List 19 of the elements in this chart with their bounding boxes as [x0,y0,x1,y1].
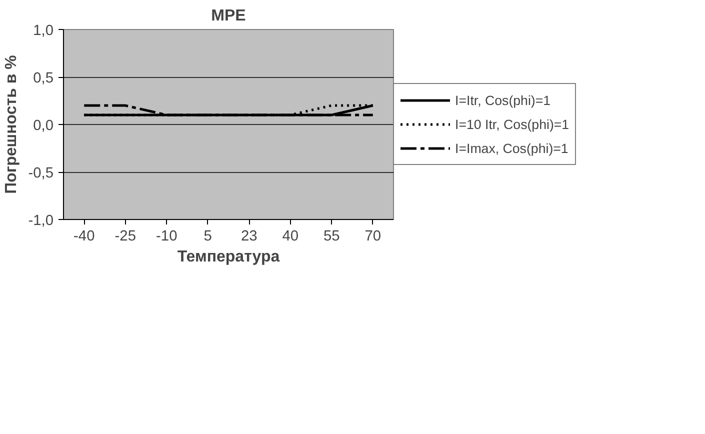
x-tick-label: 70 [364,228,382,244]
chart-title: MPE [211,8,246,24]
y-tick-label: -0,5 [28,166,54,182]
legend-label: I=Imax, Cos(phi)=1 [455,140,568,156]
x-tick-label: -25 [114,228,136,244]
legend-label: I=Itr, Cos(phi)=1 [455,92,551,108]
y-tick-label: 1,0 [33,23,54,39]
x-tick-label: -40 [74,228,95,244]
legend-label: I=10 Itr, Cos(phi)=1 [455,116,570,132]
x-tick-label: 5 [204,228,212,244]
y-tick-label: -1,0 [28,213,54,229]
x-tick-label: -10 [156,228,178,244]
y-tick-label: 0,5 [33,70,54,86]
x-tick-label: 55 [323,228,340,244]
x-tick-label: 23 [240,228,258,244]
y-tick-label: 0,0 [33,118,54,134]
y-axis-title: Погрешность в % [3,55,20,194]
x-tick-label: 40 [282,228,299,244]
x-axis-title: Температура [177,248,280,266]
